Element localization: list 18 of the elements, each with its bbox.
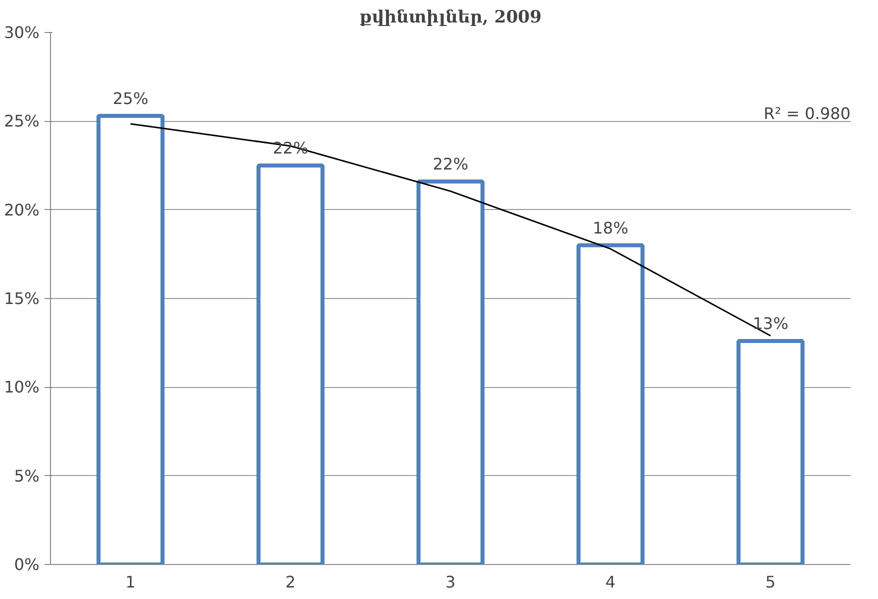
x-tick-label: 4 xyxy=(605,572,616,592)
y-tick-label: 30% xyxy=(4,23,40,42)
data-label: 22% xyxy=(432,154,468,174)
annotation: R² = 0.980 xyxy=(764,104,851,123)
y-tick-label: 20% xyxy=(4,200,40,220)
x-tick-label: 3 xyxy=(445,572,456,592)
data-label: 18% xyxy=(592,218,628,238)
y-tick-label: 10% xyxy=(4,378,40,397)
x-tick-label: 2 xyxy=(285,572,296,592)
y-tick-label: 15% xyxy=(4,289,40,308)
y-tick-label: 0% xyxy=(14,555,40,574)
x-tick-label: 5 xyxy=(765,572,776,592)
y-tick-label: 25% xyxy=(4,112,40,131)
y-tick-label: 5% xyxy=(14,466,40,486)
x-tick-label: 1 xyxy=(125,572,136,592)
data-label: 25% xyxy=(112,88,148,108)
chart-title: քվինտիլներ, 2009 xyxy=(359,8,542,28)
data-label: 13% xyxy=(752,314,788,334)
